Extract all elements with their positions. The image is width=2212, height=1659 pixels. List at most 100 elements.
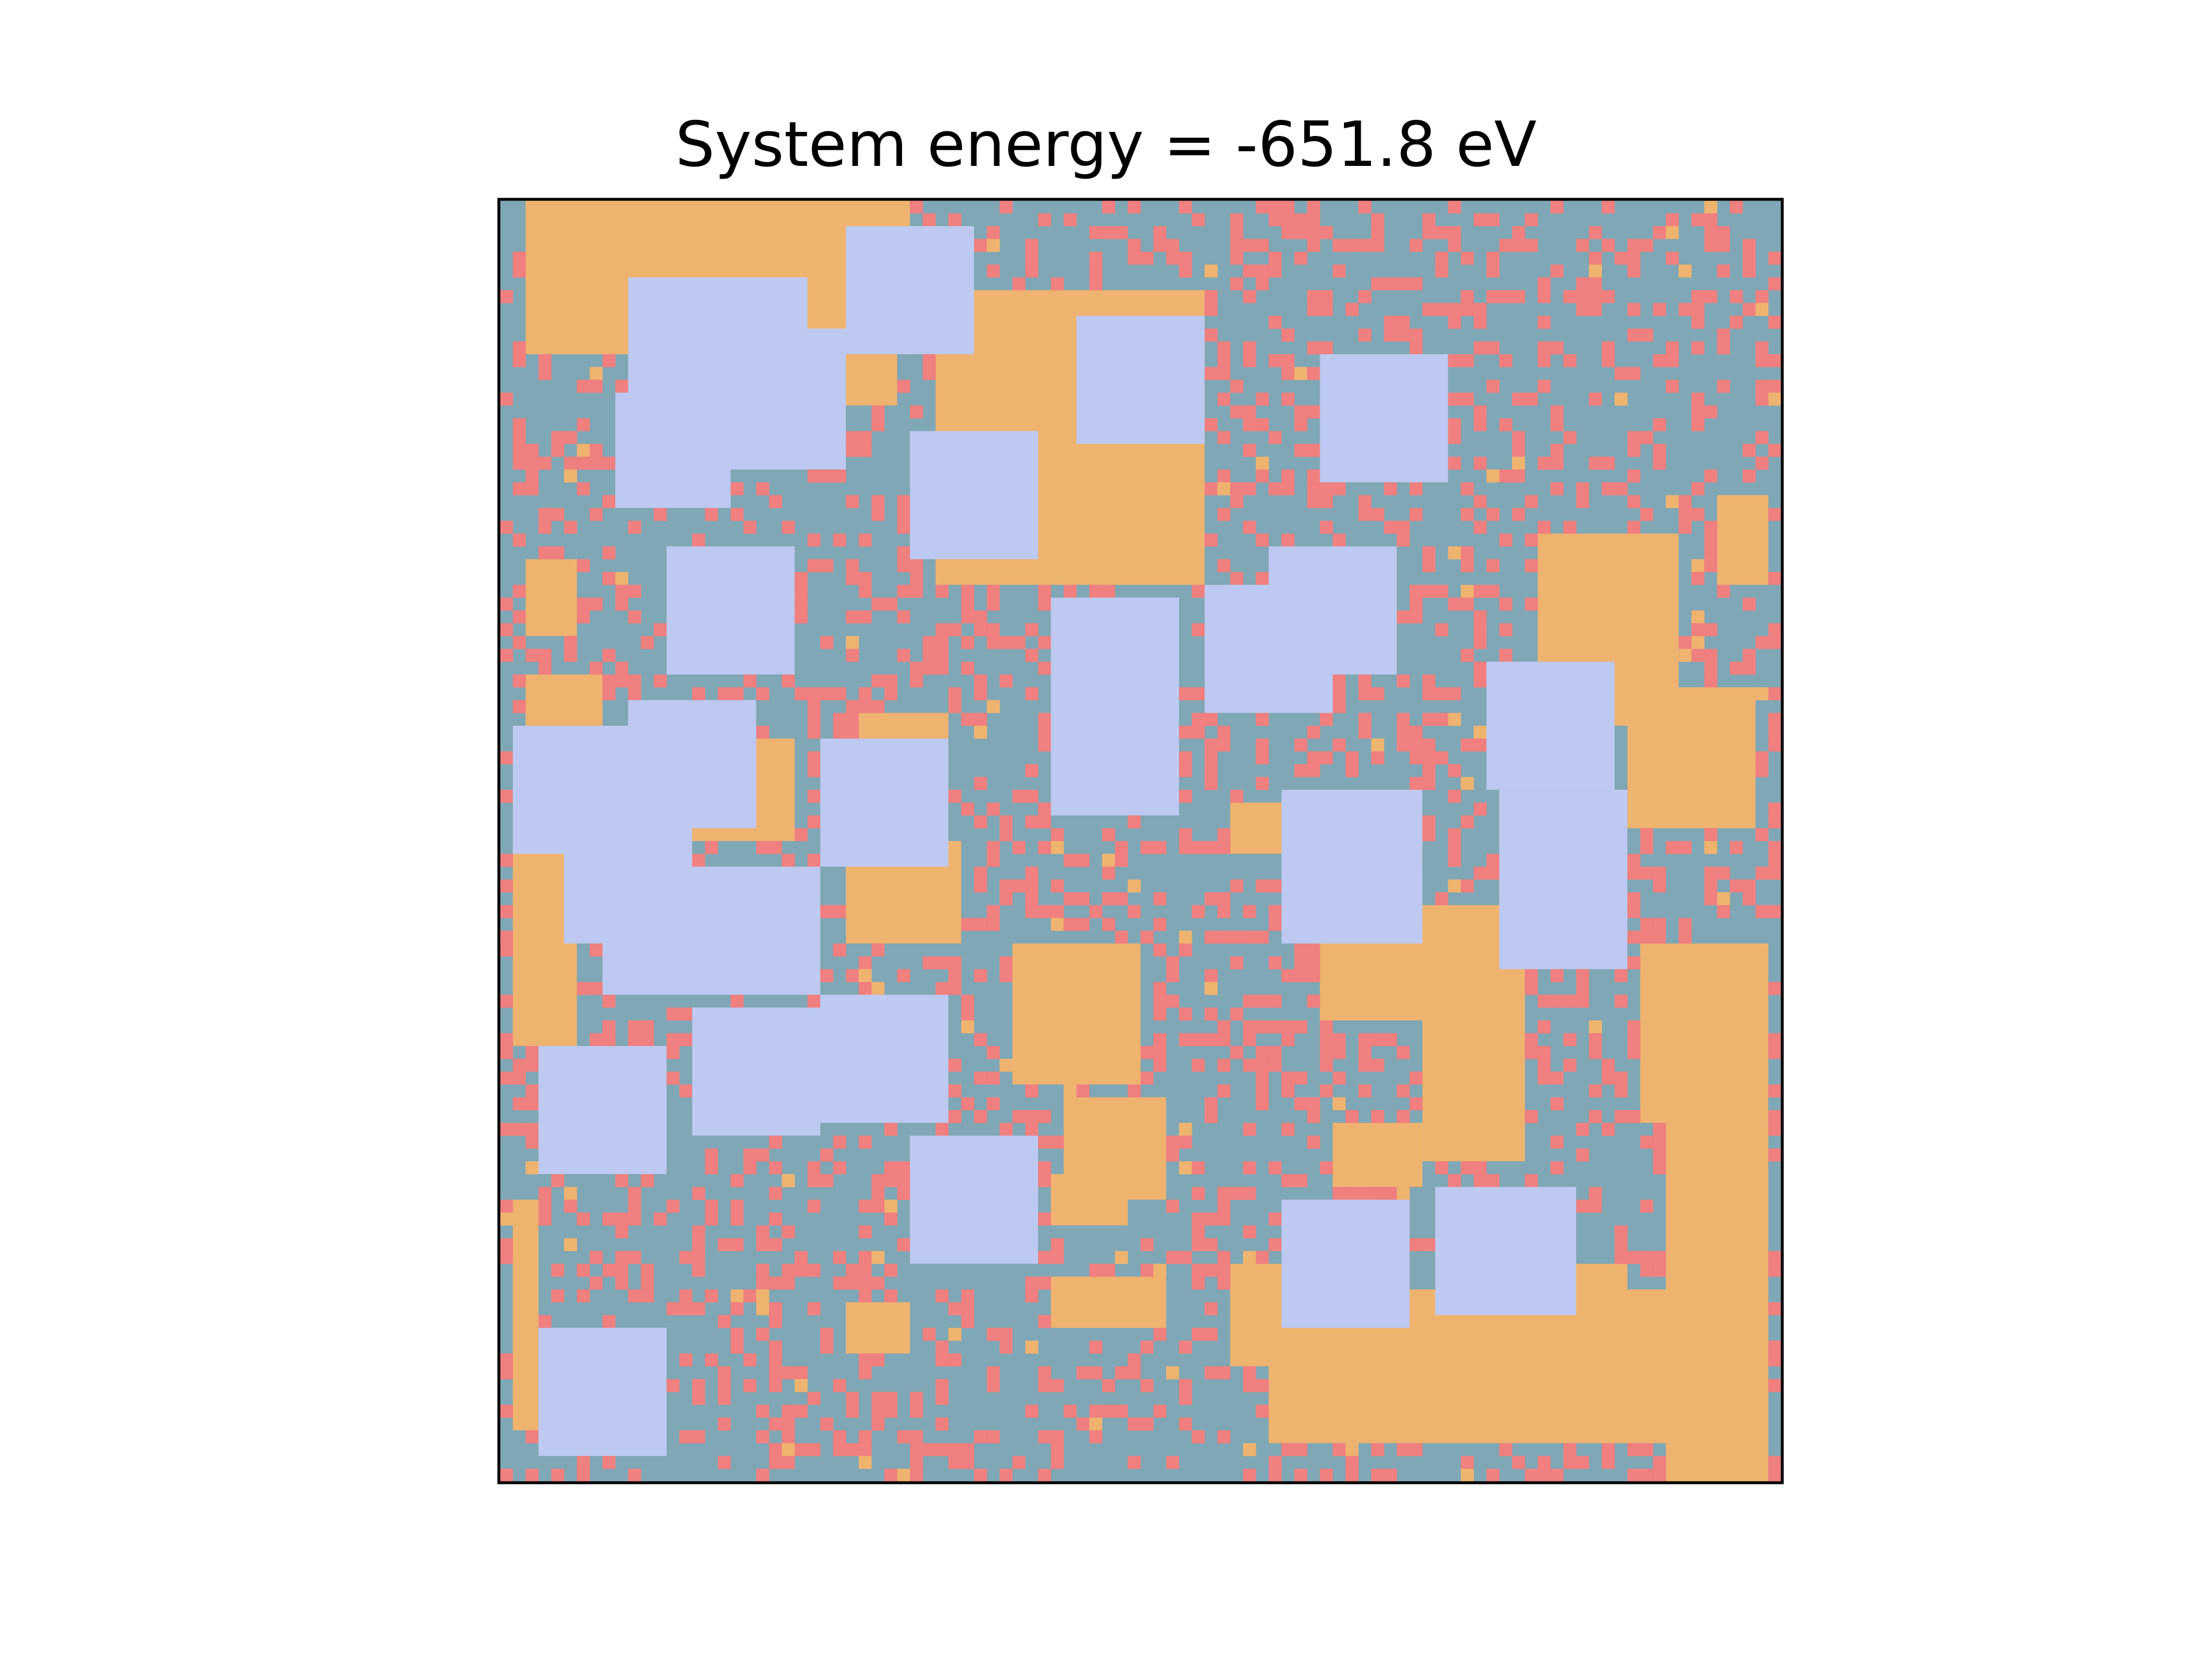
mixed-pixel (1435, 892, 1449, 906)
mixed-pixel (1243, 1187, 1256, 1200)
mixed-pixel (1461, 392, 1474, 406)
mixed-pixel (1410, 751, 1423, 764)
mixed-pixel (1525, 213, 1538, 226)
mixed-pixel (846, 1404, 859, 1418)
mixed-pixel (820, 969, 834, 982)
mixed-pixel (1243, 354, 1256, 368)
mixed-pixel (1332, 687, 1346, 700)
mixed-pixel (1537, 1071, 1551, 1085)
mixed-pixel (513, 418, 526, 431)
mixed-pixel (922, 354, 936, 368)
mixed-pixel (628, 687, 641, 700)
mixed-pixel (910, 674, 923, 688)
lavender-grain (820, 994, 949, 1123)
mixed-pixel (538, 1187, 552, 1200)
mixed-pixel (1768, 725, 1782, 739)
mixed-pixel (666, 1379, 680, 1392)
mixed-pixel (1358, 725, 1372, 739)
mixed-pixel (1307, 469, 1320, 483)
mixed-pixel (525, 456, 539, 470)
mixed-pixel (782, 1417, 795, 1431)
mixed-pixel (1550, 1071, 1564, 1085)
mixed-pixel (1743, 469, 1756, 483)
mixed-pixel (500, 1366, 513, 1380)
mixed-pixel (1448, 392, 1461, 406)
mixed-pixel (1537, 290, 1551, 304)
orange-phase-region (1051, 1277, 1166, 1328)
mixed-pixel (1141, 251, 1154, 265)
mixed-pixel (1256, 1059, 1269, 1072)
mixed-pixel (1051, 1443, 1064, 1456)
mixed-pixel (1665, 380, 1679, 393)
mixed-pixel (551, 1468, 565, 1482)
mixed-pixel (1217, 559, 1230, 573)
lavender-grain (1051, 597, 1179, 816)
mixed-pixel (1102, 1263, 1115, 1277)
mixed-pixel (1435, 687, 1449, 700)
mixed-pixel (1704, 226, 1718, 240)
orange-pixel (1461, 777, 1474, 790)
mixed-pixel (1051, 1238, 1064, 1251)
mixed-pixel (1230, 226, 1244, 240)
mixed-pixel (1217, 1020, 1230, 1033)
mixed-pixel (858, 431, 872, 444)
mixed-pixel (1243, 930, 1256, 944)
mixed-pixel (871, 700, 885, 713)
mixed-pixel (1525, 982, 1538, 995)
mixed-pixel (1179, 1007, 1192, 1021)
mixed-pixel (1025, 1084, 1039, 1098)
mixed-pixel (1422, 687, 1435, 700)
mixed-pixel (782, 854, 795, 867)
mixed-pixel (807, 790, 821, 803)
mixed-pixel (1051, 1379, 1064, 1392)
mixed-pixel (1691, 316, 1705, 329)
mixed-pixel (1243, 341, 1256, 355)
mixed-pixel (884, 1123, 897, 1136)
mixed-pixel (1127, 200, 1141, 214)
mixed-pixel (769, 1135, 782, 1149)
mixed-pixel (1589, 277, 1602, 290)
mixed-pixel (513, 264, 526, 278)
mixed-pixel (1601, 1456, 1615, 1469)
mixed-pixel (1025, 892, 1039, 906)
orange-pixel (1755, 302, 1769, 316)
mixed-pixel (1230, 277, 1244, 290)
mixed-pixel (974, 674, 987, 688)
mixed-pixel (1537, 1468, 1551, 1482)
mixed-pixel (1768, 623, 1782, 637)
mixed-pixel (1422, 546, 1435, 560)
mixed-pixel (846, 1392, 859, 1405)
mixed-pixel (1307, 994, 1320, 1008)
mixed-pixel (1461, 597, 1474, 611)
mixed-pixel (769, 1315, 782, 1328)
mixed-pixel (910, 571, 923, 585)
mixed-pixel (1448, 1174, 1461, 1187)
mixed-pixel (730, 1212, 744, 1226)
mixed-pixel (1627, 956, 1641, 969)
mixed-pixel (1512, 469, 1525, 483)
orange-pixel (1665, 495, 1679, 509)
mixed-pixel (846, 1277, 859, 1290)
mixed-pixel (1141, 1263, 1154, 1277)
mixed-pixel (1614, 1071, 1628, 1085)
mixed-pixel (513, 444, 526, 457)
mixed-pixel (730, 1340, 744, 1354)
mixed-pixel (782, 1404, 795, 1418)
mixed-pixel (1589, 1046, 1602, 1059)
mixed-pixel (1256, 1251, 1269, 1264)
mixed-pixel (1601, 200, 1615, 214)
mixed-pixel (1679, 636, 1692, 649)
mixed-pixel (1089, 277, 1103, 290)
mixed-pixel (858, 444, 872, 457)
mixed-pixel (641, 1277, 654, 1290)
mixed-pixel (513, 431, 526, 444)
mixed-pixel (1141, 1238, 1154, 1251)
mixed-pixel (961, 1302, 975, 1316)
mixed-pixel (628, 610, 641, 624)
mixed-pixel (730, 1302, 744, 1316)
mixed-pixel (615, 1174, 628, 1187)
mixed-pixel (1153, 943, 1166, 957)
orange-pixel (1179, 1123, 1192, 1136)
mixed-pixel (910, 661, 923, 675)
